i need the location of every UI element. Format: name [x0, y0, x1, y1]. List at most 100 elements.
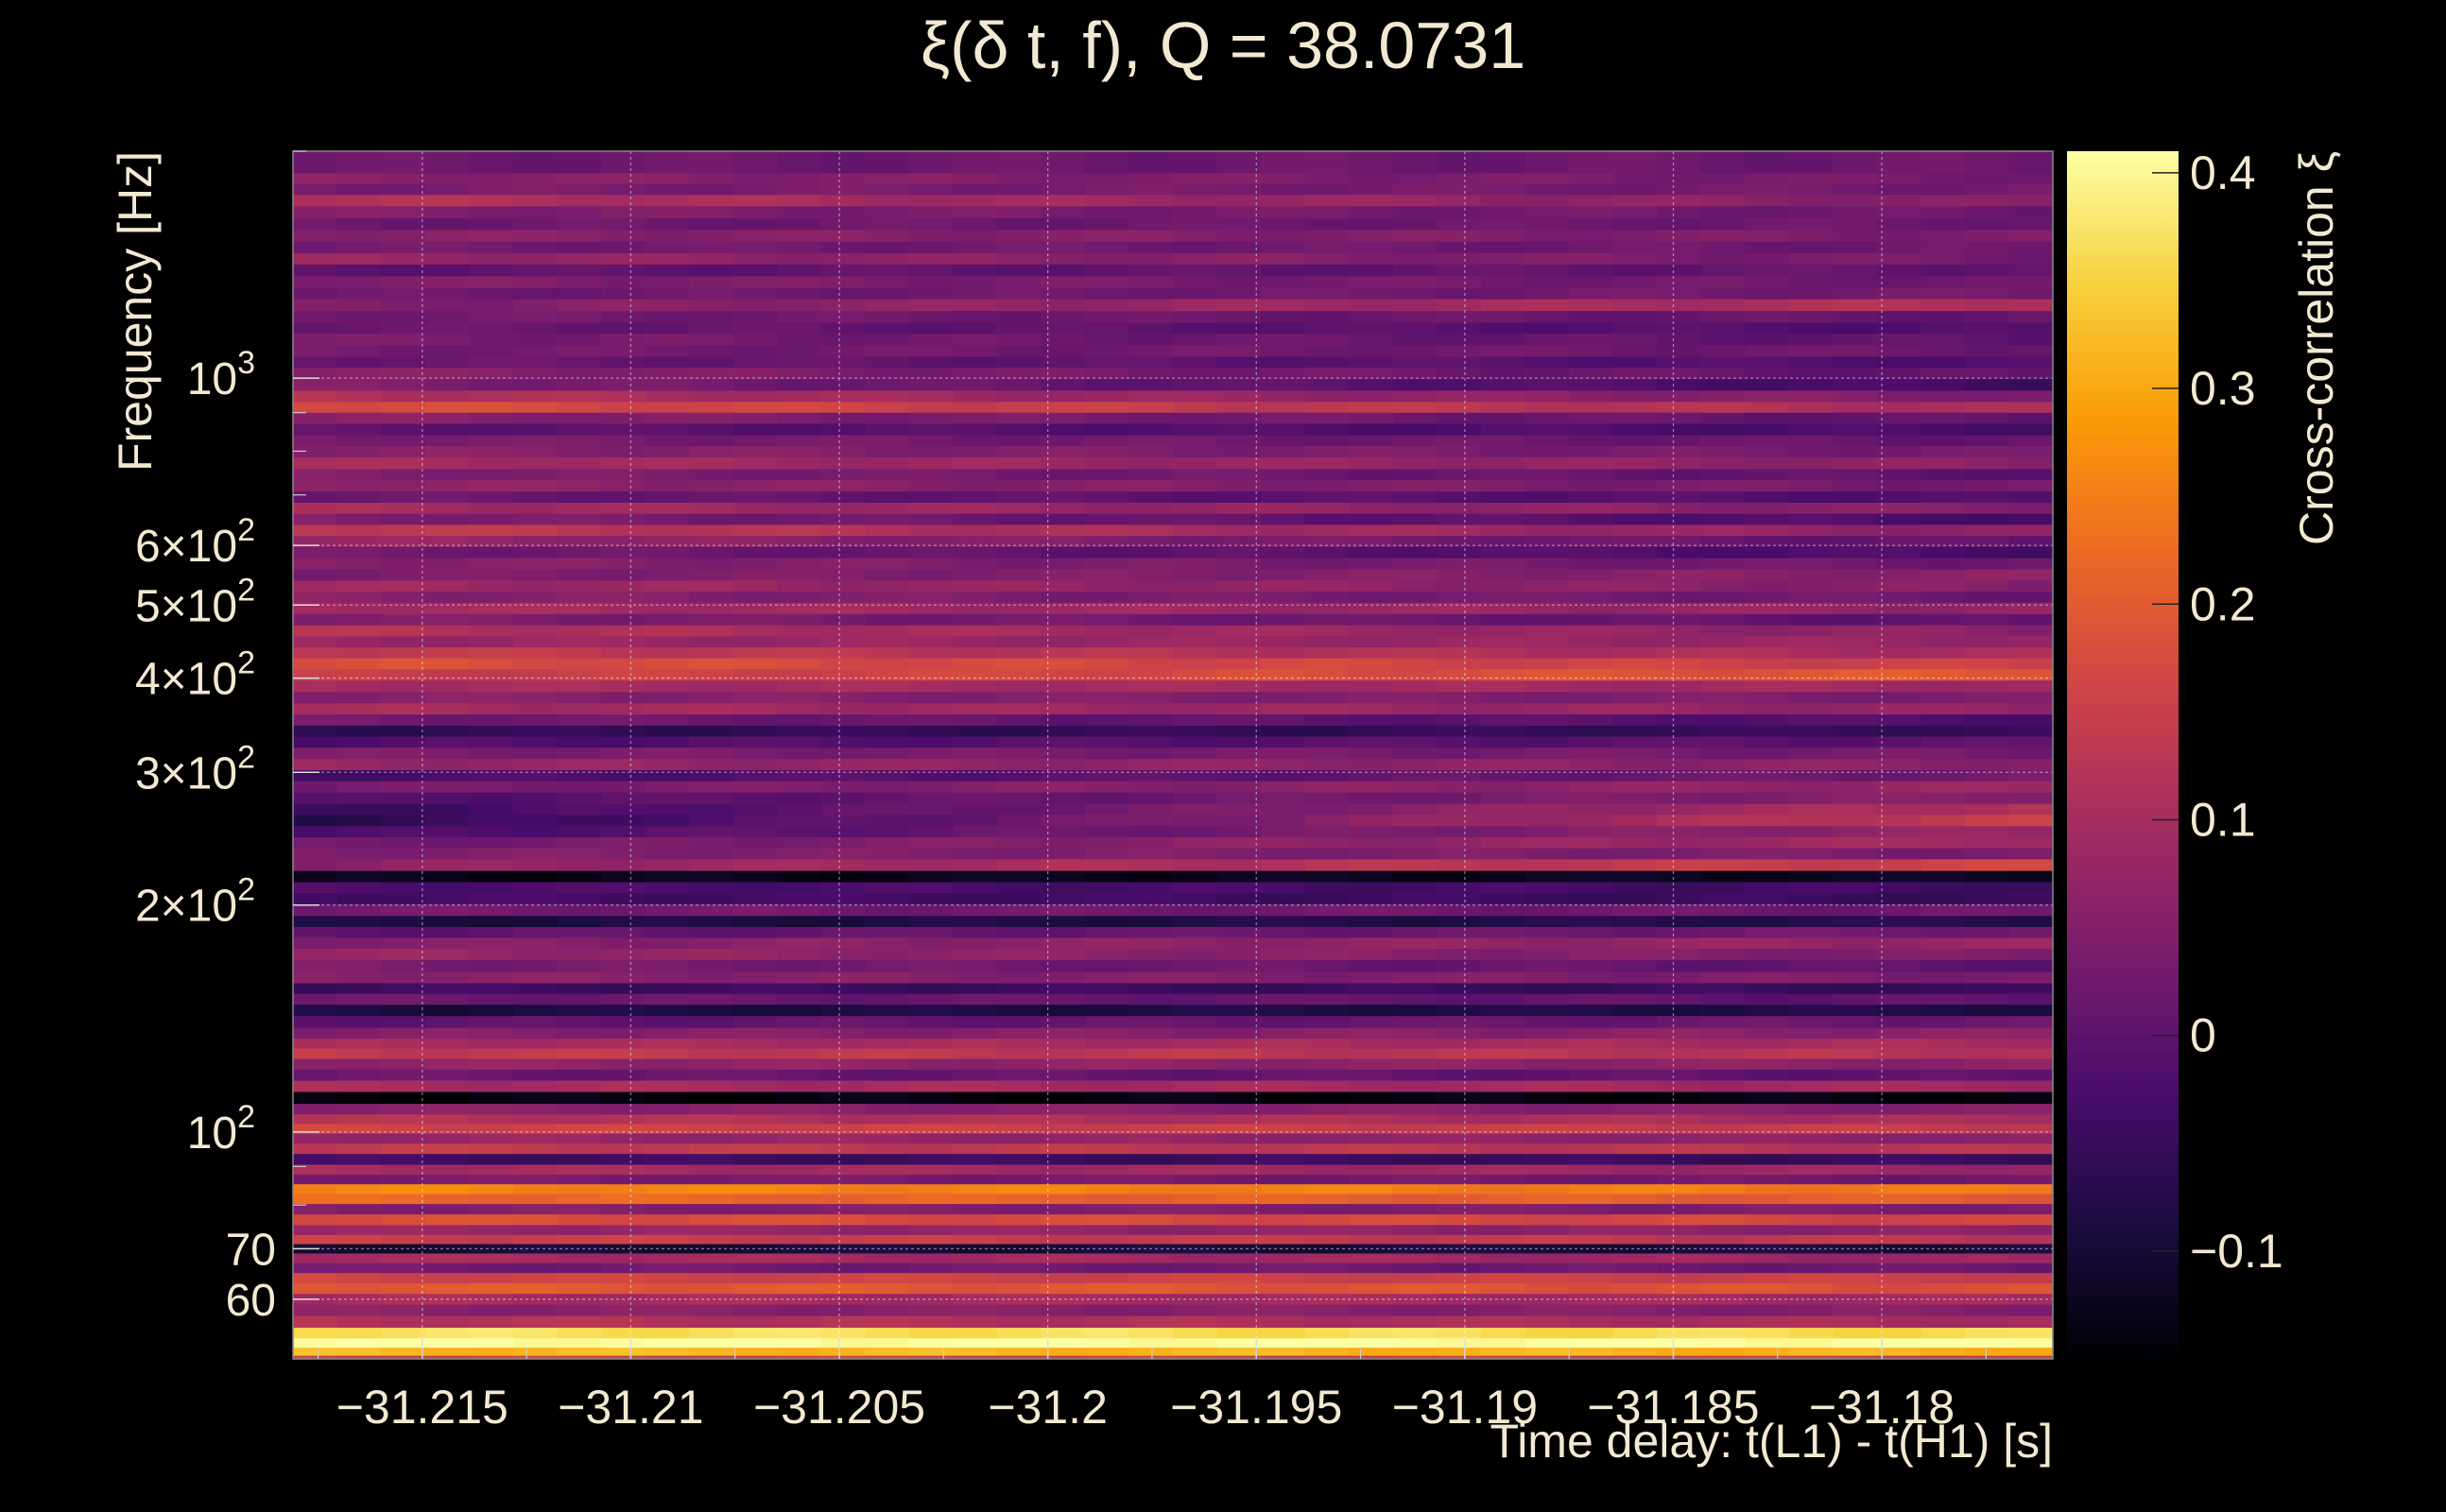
heatmap-cell — [1392, 173, 1438, 185]
heatmap-cell — [1437, 759, 1482, 771]
heatmap-cell — [777, 580, 822, 593]
heatmap-cell — [1480, 1091, 1525, 1105]
heatmap-cell — [1876, 703, 1921, 715]
heatmap-cell — [1261, 195, 1306, 207]
heatmap-cell — [953, 680, 998, 693]
heatmap-cell — [1437, 1091, 1482, 1105]
heatmap-cell — [1173, 1338, 1218, 1349]
heatmap-cell — [293, 1069, 338, 1082]
heatmap-cell — [424, 592, 470, 604]
heatmap-cell — [1216, 503, 1262, 515]
heatmap-cell — [1128, 592, 1174, 604]
heatmap-cell — [381, 882, 426, 894]
heatmap-cell — [996, 1039, 1042, 1050]
heatmap-cell — [469, 1039, 514, 1050]
heatmap-cell — [293, 1263, 338, 1274]
heatmap-cell — [1437, 1348, 1482, 1357]
heatmap-cell — [777, 1091, 822, 1105]
heatmap-cell — [381, 1143, 426, 1155]
heatmap-cell — [1261, 1124, 1306, 1135]
heatmap-cell — [1349, 480, 1394, 492]
heatmap-cell — [424, 390, 470, 403]
heatmap-cell — [1921, 613, 1966, 627]
heatmap-cell — [512, 569, 558, 581]
heatmap-cell — [1788, 1355, 1834, 1360]
heatmap-cell — [1349, 658, 1394, 670]
heatmap-cell — [1568, 1016, 1614, 1029]
heatmap-cell — [1745, 1175, 1790, 1185]
heatmap-cell — [1524, 647, 1570, 660]
heatmap-cell — [1833, 613, 1878, 627]
heatmap-cell — [865, 446, 910, 458]
heatmap-cell — [1216, 658, 1262, 670]
heatmap-cell — [1261, 1194, 1306, 1205]
heatmap-cell — [1480, 916, 1525, 928]
heatmap-cell — [1876, 725, 1921, 738]
heatmap-cell — [908, 815, 954, 827]
heatmap-cell — [732, 669, 778, 681]
heatmap-cell — [1261, 423, 1306, 437]
heatmap-cell — [424, 870, 470, 884]
heatmap-cell — [1568, 1282, 1614, 1295]
heatmap-cell — [1788, 480, 1834, 492]
heatmap-cell — [1261, 983, 1306, 995]
heatmap-cell — [1612, 1091, 1658, 1105]
heatmap-cell — [381, 937, 426, 950]
heatmap-cell — [469, 1214, 514, 1227]
heatmap-cell — [512, 736, 558, 748]
heatmap-cell — [865, 334, 910, 347]
heatmap-cell — [1480, 173, 1525, 185]
heatmap-cell — [469, 826, 514, 838]
heatmap-cell — [424, 345, 470, 358]
heatmap-cell — [381, 703, 426, 715]
heatmap-cell — [293, 882, 338, 894]
heatmap-cell — [1173, 870, 1218, 884]
heatmap-cell — [1349, 613, 1394, 627]
heatmap-cell — [1261, 859, 1306, 872]
heatmap-cell — [688, 971, 734, 985]
heatmap-cell — [645, 837, 690, 850]
heatmap-cell — [865, 792, 910, 805]
heatmap-cell — [1437, 837, 1482, 850]
heatmap-cell — [1261, 241, 1306, 254]
heatmap-cell — [953, 390, 998, 403]
heatmap-cell — [1745, 1164, 1790, 1176]
heatmap-cell — [732, 1175, 778, 1185]
heatmap-cell — [381, 949, 426, 961]
heatmap-cell — [688, 1104, 734, 1115]
heatmap-cell — [1568, 636, 1614, 648]
heatmap-cell — [865, 927, 910, 938]
heatmap-cell — [1612, 937, 1658, 950]
heatmap-cell — [424, 252, 470, 266]
heatmap-cell — [688, 1184, 734, 1195]
heatmap-cell — [1524, 937, 1570, 950]
heatmap-cell — [512, 1244, 558, 1255]
heatmap-cell — [908, 1039, 954, 1050]
heatmap-cell — [1788, 960, 1834, 973]
heatmap-cell — [469, 1294, 514, 1306]
heatmap-cell — [1261, 927, 1306, 938]
heatmap-cell — [1480, 983, 1525, 995]
heatmap-cell — [1304, 1282, 1350, 1295]
heatmap-cell — [732, 1204, 778, 1215]
heatmap-cell — [1349, 1005, 1394, 1017]
heatmap-cell — [1261, 792, 1306, 805]
heatmap-cell — [600, 1214, 646, 1227]
heatmap-cell — [1392, 1143, 1438, 1155]
heatmap-cell — [469, 1355, 514, 1360]
heatmap-cell — [1216, 1348, 1262, 1357]
heatmap-cell — [469, 299, 514, 312]
heatmap-cell — [600, 1104, 646, 1115]
heatmap-cell — [1437, 435, 1482, 447]
heatmap-cell — [908, 1194, 954, 1205]
heatmap-cell — [645, 1016, 690, 1029]
heatmap-cell — [1568, 927, 1614, 938]
heatmap-cell — [908, 1225, 954, 1236]
heatmap-cell — [424, 151, 470, 174]
heatmap-cell — [1788, 356, 1834, 369]
heatmap-cell — [336, 903, 382, 917]
heatmap-cell — [996, 1133, 1042, 1144]
heatmap-cell — [1392, 1175, 1438, 1185]
heatmap-cell — [1964, 960, 2010, 973]
heatmap-cell — [688, 759, 734, 771]
